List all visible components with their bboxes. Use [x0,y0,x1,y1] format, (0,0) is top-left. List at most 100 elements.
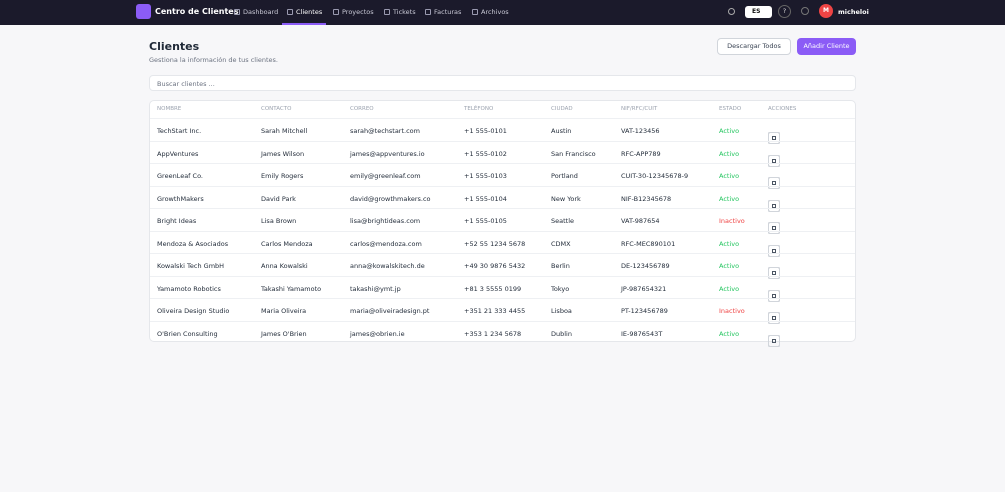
cell: +1 555-0102 [464,149,507,158]
status: Inactivo [719,217,745,225]
cell: sarah@techstart.com [350,127,420,135]
cell: Yamamoto Robotics [157,284,221,293]
status: Activo [719,127,740,135]
icon [772,136,776,140]
cell: Mendoza & Asociados [157,239,229,248]
status: Inactivo [719,307,745,315]
icon [772,158,776,163]
cell: +1 555-0101 [464,127,507,135]
clients-table: NOMBRE CONTACTO CORREO TELÉFONO CIUDAD NIF/RF… [149,100,856,347]
table-row: GrowthMakers David Park david@growthmakers… [150,185,855,212]
status: Activo [719,262,740,270]
table-row: GreenLeaf Co. Emily Rogers emily@greenleaf… [150,163,855,189]
delete-button[interactable] [768,244,780,257]
cell: CUIT-30-12345678-9 [621,172,689,180]
cell: emily@greenleaf.com [350,172,421,180]
column-header: ACCIONES [768,106,797,112]
cell: james@appventures.io [350,149,425,158]
page-title: Clientes [149,40,200,53]
column-header: CIUDAD [551,106,573,112]
cell: Kowalski Tech GmbH [157,262,225,270]
cell: Lisa Brown [261,217,297,225]
delete-button[interactable] [768,132,780,144]
cell: +351 21 333 4455 [464,307,526,315]
cell: Anna Kowalski [261,262,308,270]
nav-link[interactable]: Archivos [472,8,509,16]
status: Activo [719,172,740,180]
delete-button[interactable] [768,199,780,212]
download-button[interactable]: Descargar Todos [717,38,791,55]
delete-button[interactable] [768,334,780,347]
add-button[interactable]: Añadir Cliente [797,38,856,55]
delete-button[interactable] [768,267,780,279]
delete-button[interactable] [768,177,780,189]
status: Activo [719,149,740,158]
cell: San Francisco [551,149,596,158]
delete-button[interactable] [768,312,780,324]
icon [772,203,776,208]
cell: PT-123456789 [621,307,668,315]
cell: Dublin [551,329,572,338]
nav-link[interactable]: Proyectos [333,8,374,16]
cell: VAT-123456 [621,127,660,135]
column-header: ESTADO [719,106,742,112]
table-row: Yamamoto Robotics Takashi Yamamoto takashi… [150,275,855,302]
settings-button[interactable] [801,7,809,15]
cell: Bright Ideas [157,217,197,225]
cell: James O'Brien [261,329,307,338]
logo [136,4,151,19]
cell: +1 555-0105 [464,217,507,225]
nav-link[interactable]: Clientes [287,8,322,16]
cell: Berlin [551,262,570,270]
nav-link[interactable]: Tickets [384,8,416,16]
cell: Sarah Mitchell [261,127,308,135]
nav-link-text: Tickets [393,8,416,16]
table-row: Oliveira Design Studio Maria Oliveira mari… [150,298,855,324]
cell: +52 55 1234 5678 [464,239,526,248]
navbar: Centro de Clientes Dashboard Clientes Pr… [0,0,1005,25]
cell: Tokyo [551,284,570,293]
theme-toggle[interactable] [728,8,735,15]
table-row: AppVentures James Wilson james@appventures… [150,140,855,167]
table-row: Bright Ideas Lisa Brown lisa@brightideas.c… [150,208,855,234]
status: Activo [719,284,740,293]
delete-button[interactable] [768,222,780,234]
cell: +81 3 5555 0199 [464,284,522,293]
nav-link[interactable]: Dashboard [234,8,278,16]
cell: Portland [551,172,578,180]
avatar[interactable]: M [819,4,833,18]
cell: +1 555-0103 [464,172,507,180]
cell: O'Brien Consulting [157,329,218,338]
cell: james@obrien.ie [350,329,405,338]
cell: +1 555-0104 [464,194,507,203]
cell: New York [551,194,581,203]
active-indicator [282,23,326,25]
cell: david@growthmakers.co [350,194,431,203]
icon [772,271,776,275]
column-header: CONTACTO [261,106,292,112]
delete-button[interactable] [768,289,780,302]
search-input[interactable]: Buscar clientes ... [149,75,856,91]
cell: takashi@ymt.jp [350,284,401,293]
language-select[interactable]: ES [745,6,772,18]
cell: +353 1 234 5678 [464,329,522,338]
cell: maria@oliveiradesign.pt [350,307,430,315]
nav-link[interactable]: Facturas [425,8,461,16]
column-header: TELÉFONO [464,106,494,112]
cell: carlos@mendoza.com [350,239,422,248]
cell: Emily Rogers [261,172,304,180]
brand[interactable]: Centro de Clientes [155,7,239,16]
help-button[interactable]: ? [778,5,791,18]
cell: Lisboa [551,307,572,315]
icon [772,338,776,343]
cell: RFC-MEC890101 [621,239,676,248]
status: Activo [719,329,740,338]
delete-button[interactable] [768,154,780,167]
cell: David Park [261,194,296,203]
nav-link-text: Proyectos [342,8,374,16]
cell: Austin [551,127,572,135]
nav-link-text: Archivos [481,8,509,16]
user-name[interactable]: micheloi [838,8,869,16]
page-subtitle: Gestiona la información de tus clientes. [149,56,279,64]
